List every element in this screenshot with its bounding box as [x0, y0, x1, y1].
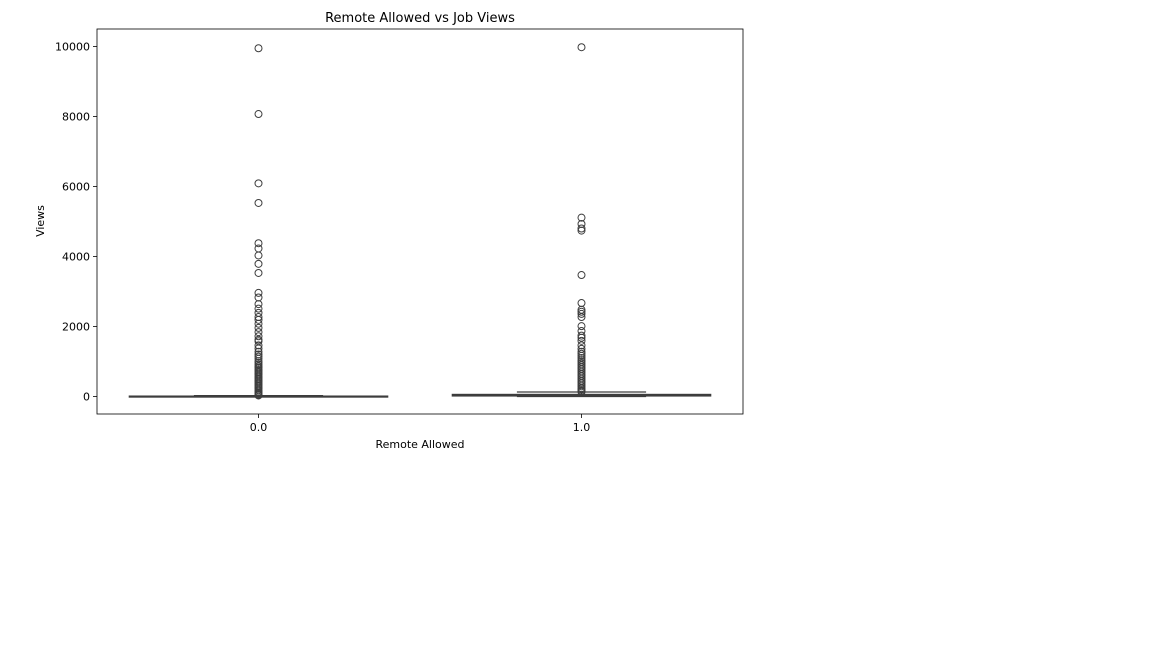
y-axis: 0 2000 4000 6000 8000 10000: [55, 41, 97, 404]
outlier-point: [577, 309, 586, 318]
y-tick-label: 10000: [55, 41, 90, 54]
outlier-point: [577, 224, 586, 233]
outlier-point: [254, 268, 263, 277]
outlier-point: [577, 351, 586, 360]
outlier-point: [254, 244, 263, 253]
outlier-point: [577, 322, 586, 331]
y-axis-label: Views: [34, 205, 47, 237]
y-tick-label: 8000: [62, 111, 90, 124]
outlier-point: [577, 299, 586, 308]
chart-title: Remote Allowed vs Job Views: [325, 11, 515, 26]
outlier-point: [254, 304, 263, 313]
outlier-point: [254, 179, 263, 188]
outlier-point: [577, 336, 586, 345]
outlier-point: [254, 300, 263, 309]
y-tick-label: 6000: [62, 181, 90, 194]
outlier-point: [254, 319, 263, 328]
outlier-point: [254, 328, 263, 337]
y-tick-label: 2000: [62, 321, 90, 334]
outlier-point: [577, 387, 586, 396]
outlier-point: [254, 288, 263, 297]
outlier-point: [577, 271, 586, 280]
outlier-point: [254, 239, 263, 248]
outlier-point: [577, 307, 586, 316]
outlier-point: [254, 315, 263, 324]
outlier-point: [577, 226, 586, 235]
x-axis-label: Remote Allowed: [375, 438, 464, 451]
outlier-point: [577, 331, 586, 340]
outlier-point: [577, 333, 586, 342]
y-tick-label: 4000: [62, 251, 90, 264]
outlier-point: [254, 323, 263, 332]
box-group: [128, 44, 389, 400]
outlier-point: [577, 43, 586, 52]
x-tick-label: 1.0: [573, 421, 591, 434]
outlier-point: [254, 44, 263, 53]
outlier-point: [254, 354, 263, 363]
plot-frame: [96, 28, 744, 415]
box-group: [451, 43, 712, 398]
outlier-point: [577, 347, 586, 356]
outlier-point: [254, 251, 263, 260]
outlier-point: [254, 293, 263, 302]
plot-area: [128, 43, 712, 400]
outlier-point: [577, 349, 586, 358]
outlier-point: [254, 341, 263, 350]
outlier-point: [254, 391, 263, 400]
outlier-point: [577, 313, 586, 322]
outlier-point: [254, 344, 263, 353]
y-tick-label: 0: [83, 391, 90, 404]
outlier-point: [577, 341, 586, 350]
x-tick-label: 0.0: [250, 421, 268, 434]
outlier-point: [254, 259, 263, 268]
outlier-point: [254, 352, 263, 361]
outlier-point: [254, 110, 263, 119]
outlier-point: [577, 213, 586, 222]
outlier-point: [254, 198, 263, 207]
outlier-point: [254, 332, 263, 341]
x-axis: 0.0 1.0: [250, 414, 591, 434]
